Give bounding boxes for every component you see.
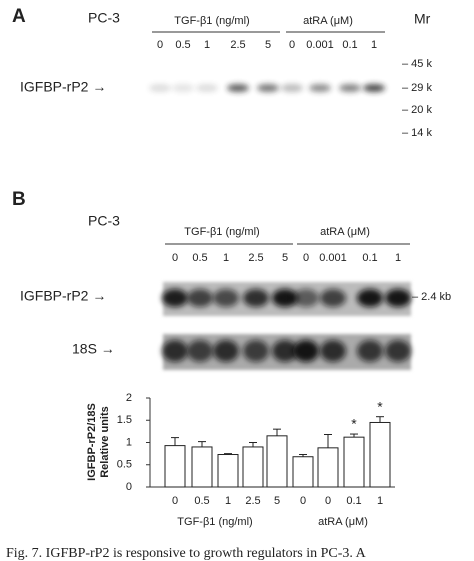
band [172,84,194,92]
lane-label: 1 [204,39,210,51]
band [227,84,249,92]
x-tick-label: 2.5 [245,495,260,507]
lane-label: 1 [371,39,377,51]
significance-mark: * [377,398,383,414]
mr-header: Mr [414,11,431,27]
band [320,289,346,307]
band [385,340,411,362]
group-header: atRA (μM) [303,15,353,27]
band [272,289,298,307]
caption: Fig. 7. IGFBP-rP2 is responsive to growt… [6,546,367,561]
band [281,84,303,92]
lane-label: 0.1 [342,39,357,51]
lane-label: 0 [289,39,295,51]
control-label: 18S → [72,341,115,357]
panel-letter: A [12,6,26,27]
band [213,340,239,362]
y-tick-label: 2 [126,392,132,404]
group-header: TGF-β1 (ng/ml) [184,226,259,238]
lane-label: 0.5 [175,39,190,51]
significance-mark: * [351,416,357,432]
bar [343,436,365,488]
lane-label: 1 [223,252,229,264]
band-label: IGFBP-rP2 → [20,79,106,95]
panel-letter: B [12,189,26,210]
bar [164,445,186,488]
cell-line: PC-3 [88,213,120,229]
lane-label: 0.001 [319,252,347,264]
band [293,340,319,362]
y-tick-label: 1 [126,436,132,448]
x-tick-label: 5 [274,495,280,507]
lane-label: 0 [172,252,178,264]
band [196,84,218,92]
lane-label: 2.5 [248,252,263,264]
group-label: TGF-β1 (ng/ml) [177,516,252,528]
lane-label: 0 [303,252,309,264]
x-tick-label: 0 [172,495,178,507]
size-marker: – 29 k [402,82,432,94]
band [243,289,269,307]
lane-label: 1 [395,252,401,264]
band [162,340,188,362]
band [162,289,188,307]
bar [217,454,239,488]
group-label: atRA (μM) [318,516,368,528]
x-tick-label: 0 [300,495,306,507]
band [293,289,319,307]
size-marker: – 45 k [402,58,432,70]
band [309,84,331,92]
x-tick-label: 0 [325,495,331,507]
band [257,84,279,92]
bar-chart: 0 0.5 1 1.5 2 IGFBP-rP2/18SRelative units 0 0.5… [86,392,395,528]
lane-label: 0 [157,39,163,51]
band [149,84,171,92]
bar [292,456,314,488]
cell-line: PC-3 [88,10,120,26]
bar [369,421,391,488]
band [363,84,385,92]
band-size: – 2.4 kb [412,291,451,303]
y-tick-label: 1.5 [117,414,132,426]
band [357,289,383,307]
y-axis-label: IGFBP-rP2/18SRelative units [86,403,111,481]
size-marker: – 20 k [402,104,432,116]
x-tick-label: 0.5 [194,495,209,507]
lane-label: 0.001 [306,39,334,51]
lane-label: 0.5 [192,252,207,264]
band [320,340,346,362]
y-tick-label: 0 [126,481,132,493]
band-label: IGFBP-rP2 → [20,288,106,304]
x-tick-label: 1 [377,495,383,507]
group-header: TGF-β1 (ng/ml) [174,15,249,27]
y-axis-label-line: IGFBP-rP2/18S [86,403,98,481]
band [385,289,411,307]
band [357,340,383,362]
band [243,340,269,362]
lane-label: 5 [282,252,288,264]
group-header: atRA (μM) [320,226,370,238]
lane-label: 5 [265,39,271,51]
y-axis-label-line: Relative units [99,406,111,478]
band [187,289,213,307]
band [187,340,213,362]
band [339,84,361,92]
bar [242,446,264,488]
bar [191,446,213,488]
band [213,289,239,307]
y-tick-label: 0.5 [117,459,132,471]
lane-label: 2.5 [230,39,245,51]
bar [317,447,339,488]
band [272,340,298,362]
lane-label: 0.1 [362,252,377,264]
x-tick-label: 1 [225,495,231,507]
size-marker: – 14 k [402,127,432,139]
x-tick-label: 0.1 [346,495,361,507]
bar [266,435,288,488]
